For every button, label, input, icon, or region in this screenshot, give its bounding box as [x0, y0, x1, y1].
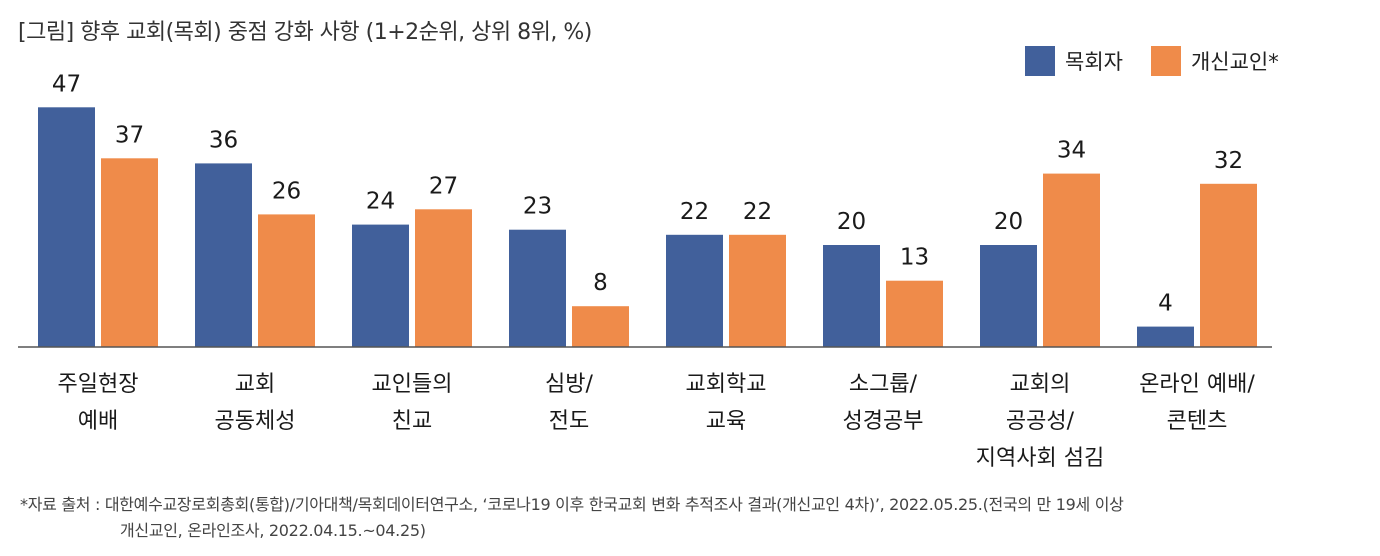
- category-label-2-0: 교인들의: [372, 372, 453, 397]
- source-line-2: 개신교인, 온라인조사, 2022.04.15.~04.25): [120, 521, 426, 540]
- data-label-s1-5: 20: [837, 209, 866, 235]
- bar-s1-7: [1137, 326, 1194, 347]
- data-label-s2-7: 32: [1214, 148, 1243, 174]
- data-label-s1-6: 20: [994, 209, 1023, 235]
- category-label-5-1: 성경공부: [843, 409, 924, 434]
- bar-s2-1: [258, 214, 315, 347]
- data-label-s1-1: 36: [209, 127, 238, 153]
- bar-s1-1: [195, 163, 252, 347]
- category-label-6-2: 지역사회 섬김: [976, 446, 1104, 471]
- legend-label-series1: 목회자: [1065, 50, 1123, 74]
- data-label-s2-6: 34: [1057, 138, 1086, 164]
- category-label-0-0: 주일현장: [58, 372, 139, 397]
- category-label-3-1: 전도: [549, 409, 589, 434]
- category-label-6-1: 공공성/: [1006, 409, 1075, 434]
- bar-s1-5: [823, 245, 880, 347]
- legend-swatch-series1: [1025, 46, 1055, 76]
- category-label-2-1: 친교: [392, 409, 432, 434]
- source-note: *자료 출처 : 대한예수교장로회총회(통합)/기아대책/목회데이터연구소, ‘…: [20, 492, 1124, 544]
- category-label-0-1: 예배: [78, 409, 118, 434]
- data-label-s1-0: 47: [52, 71, 81, 97]
- legend-label-series2: 개신교인*: [1190, 50, 1279, 74]
- data-label-s2-1: 26: [272, 178, 301, 204]
- category-label-5-0: 소그룹/: [849, 372, 918, 397]
- bar-s2-3: [572, 306, 629, 347]
- bar-s2-6: [1043, 173, 1100, 347]
- bar-s2-5: [886, 280, 943, 347]
- bar-s1-0: [38, 107, 95, 347]
- bar-s2-2: [415, 209, 472, 347]
- data-label-s2-4: 22: [743, 199, 772, 225]
- legend-item-series1: 목회자: [1025, 46, 1123, 76]
- legend-swatch-series2: [1150, 46, 1181, 76]
- bar-s1-4: [666, 234, 723, 347]
- data-label-s2-2: 27: [429, 173, 458, 199]
- category-label-7-0: 온라인 예배/: [1139, 372, 1255, 397]
- source-line-1: *자료 출처 : 대한예수교장로회총회(통합)/기아대책/목회데이터연구소, ‘…: [20, 495, 1124, 514]
- data-label-s2-5: 13: [900, 245, 929, 271]
- category-label-1-1: 공동체성: [215, 409, 296, 434]
- category-label-7-1: 콘텐츠: [1167, 409, 1228, 434]
- data-label-s1-7: 4: [1158, 291, 1173, 317]
- data-label-s2-0: 37: [115, 122, 144, 148]
- bar-s2-0: [101, 158, 158, 347]
- category-label-4-0: 교회학교: [686, 372, 767, 397]
- data-label-s1-2: 24: [366, 189, 395, 215]
- bar-s1-2: [352, 224, 409, 347]
- chart-title: [그림] 향후 교회(목회) 중점 강화 사항 (1+2순위, 상위 8위, %…: [18, 20, 592, 45]
- category-label-4-1: 교육: [706, 409, 746, 434]
- category-label-1-0: 교회: [235, 372, 275, 397]
- data-label-s2-3: 8: [593, 270, 608, 296]
- category-label-6-0: 교회의: [1010, 372, 1071, 397]
- data-label-s1-4: 22: [680, 199, 709, 225]
- bar-s1-6: [980, 245, 1037, 347]
- legend-item-series2: 개신교인*: [1150, 46, 1279, 76]
- bar-s2-7: [1200, 183, 1257, 347]
- bar-s1-3: [509, 229, 566, 347]
- category-label-3-0: 심방/: [545, 372, 593, 397]
- legend: 목회자 개신교인*: [1025, 46, 1307, 76]
- data-label-s1-3: 23: [523, 194, 552, 220]
- bar-s2-4: [729, 234, 786, 347]
